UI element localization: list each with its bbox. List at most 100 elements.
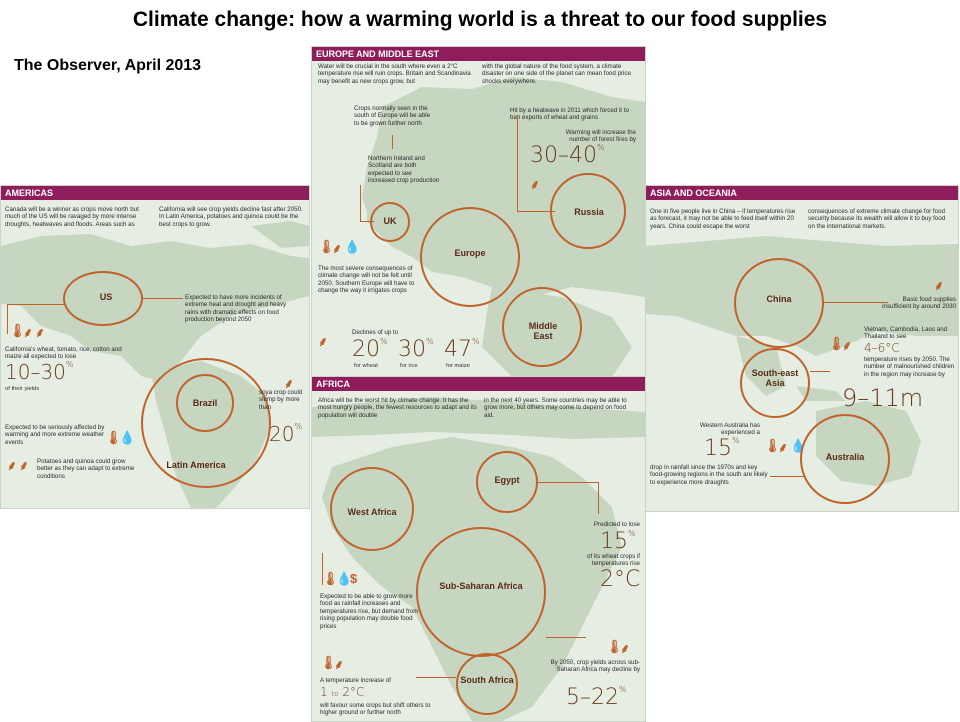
wheat-icon: ⸙ — [284, 376, 294, 391]
egypt-value: 15% — [600, 529, 636, 554]
rice-value: 30% — [398, 337, 434, 362]
se-asia-circle — [740, 348, 810, 418]
se-asia-label: South-east Asia — [751, 368, 799, 388]
ssa-value: 5–22% — [566, 685, 627, 710]
uk-circle — [370, 202, 410, 242]
water-drop-icon: 💧 — [344, 239, 361, 254]
uk-label: UK — [383, 216, 397, 226]
dollar-icon: $ — [350, 571, 358, 586]
africa-intro-right: in the next 40 years. Some countries may… — [484, 397, 627, 419]
wheat-icon: ⸙ — [332, 241, 342, 256]
crops-north-connector — [392, 135, 393, 149]
basic-food-note: Basic food supplies insufficient by arou… — [882, 296, 956, 311]
middle-east-circle — [502, 287, 582, 367]
california-note: California's wheat, tomato, rice, cotton… — [5, 346, 122, 361]
rain-value: 15% — [704, 436, 740, 461]
wheat-icon: ⸙ — [620, 641, 630, 656]
us-note: Expected to have more incidents of extre… — [185, 294, 287, 324]
temp-effect-note: will favour some crops but shift others … — [320, 702, 431, 717]
temp-increase-note: A temperature increase of — [320, 677, 391, 684]
south-africa-circle — [456, 653, 518, 715]
warming-note: Expected to be seriously affected by war… — [5, 424, 105, 446]
ni-scotland-note: Northern Ireland and Scotland are both e… — [368, 155, 440, 185]
west-africa-note: Expected to be able to grow more food as… — [320, 593, 419, 630]
wheat-label: for wheat — [354, 363, 378, 369]
yield-value: 10–30% — [5, 360, 74, 384]
wheat-value: 20% — [352, 337, 388, 362]
temp-value: 4–6°C — [864, 341, 900, 355]
latin-america-circle — [141, 358, 271, 488]
australia-connector — [770, 476, 804, 477]
crops-north-note: Crops normally seen in the south of Euro… — [354, 105, 431, 127]
egypt-connector-v — [598, 482, 599, 514]
asia-header: ASIA AND OCEANIA — [646, 186, 958, 200]
ssa-label: Sub-Saharan Africa — [439, 581, 523, 591]
wheat-icon: ⸙ — [842, 338, 852, 353]
page-title: Climate change: how a warming world is a… — [132, 8, 828, 31]
south-africa-connector — [416, 677, 456, 678]
us-circle — [63, 271, 143, 326]
europe-circle — [420, 207, 520, 307]
wheat-icon: ⸙ — [778, 440, 788, 455]
us-connector — [143, 298, 183, 299]
americas-header: AMERICAS — [1, 186, 309, 200]
wheat-icon: ⸙ — [934, 278, 944, 293]
ssa-circle — [416, 527, 546, 657]
thermometer-icon: 🌡 — [105, 430, 122, 445]
vietnam-note: Vietnam, Cambodia, Laos and Thailand to … — [864, 326, 948, 341]
yield-label: of their yields — [5, 386, 40, 392]
asia-intro-left: One in five people live in China – if te… — [650, 208, 796, 230]
water-drop-icon: 💧 — [336, 571, 353, 586]
children-value: 9–11m — [842, 384, 924, 412]
temp-label: temperature rises by 2050. The number of… — [864, 356, 955, 378]
thermometer-icon: 🌡 — [322, 571, 339, 586]
uk-connector — [360, 185, 361, 221]
rice-label: for rice — [400, 363, 418, 369]
wheat-icon: ⸙ — [19, 458, 29, 473]
south-africa-label: South Africa — [460, 675, 514, 685]
africa-header: AFRICA — [312, 377, 645, 391]
egypt-label-note: of its wheat crops if temperatures rise — [587, 553, 640, 568]
us-label: US — [99, 292, 113, 302]
australia-circle — [800, 414, 890, 504]
uk-connector-h — [360, 221, 374, 222]
se-asia-connector — [810, 371, 830, 372]
west-africa-circle — [330, 467, 414, 551]
egypt-circle — [476, 451, 538, 513]
heatwave-note: Hit by a heatwave in 2011 which forced i… — [510, 107, 629, 122]
water-drop-icon: 💧 — [119, 430, 136, 445]
africa-panel: AFRICA Africa will be the worst hit by c… — [311, 376, 646, 722]
maize-label: for maize — [446, 363, 470, 369]
forest-value: 30–40% — [530, 143, 605, 168]
russia-connector-v — [517, 115, 518, 211]
maize-value: 47% — [444, 337, 480, 362]
americas-panel: AMERICAS Canada will be a winner as crop… — [0, 185, 310, 509]
thermometer-icon: 🌡 — [318, 239, 335, 254]
potatoes-note: Potatoes and quinoa could grow better as… — [37, 458, 135, 480]
russia-circle — [550, 173, 626, 249]
wheat-icon: ⸙ — [318, 334, 328, 349]
rain-label: drop in rainfall since the 1970s and key… — [650, 464, 768, 486]
china-circle — [734, 258, 824, 348]
wheat-icon: ⸙ — [35, 325, 45, 340]
asia-panel: ASIA AND OCEANIA One in five people live… — [645, 185, 959, 512]
latin-america-label: Latin America — [166, 460, 226, 470]
west-africa-connector — [322, 553, 323, 585]
egypt-temp: 2°C — [600, 567, 641, 592]
thermometer-icon: 🌡 — [320, 655, 337, 670]
soya-value: 20% — [269, 422, 303, 446]
thermometer-icon: 🌡 — [9, 323, 26, 338]
western-aus-note: Western Australia has experienced a — [699, 422, 760, 437]
americas-intro-right: California will see crop yields decline … — [159, 206, 303, 228]
thermometer-icon: 🌡 — [828, 336, 845, 351]
thermometer-icon: 🌡 — [764, 438, 781, 453]
forest-fires-note: Warming will increase the number of fore… — [565, 129, 636, 144]
asia-intro-right: consequences of extreme climate change f… — [808, 208, 946, 230]
europe-header: EUROPE AND MIDDLE EAST — [312, 47, 645, 61]
brazil-label: Brazil — [192, 398, 218, 408]
egypt-lose-note: Predicted to lose — [593, 521, 640, 528]
declines-note: Declines of up to — [352, 329, 399, 336]
west-africa-label: West Africa — [347, 507, 397, 517]
europe-panel: EUROPE AND MIDDLE EAST Water will be cru… — [311, 46, 646, 378]
africa-intro-left: Africa will be the worst hit by climate … — [318, 397, 477, 419]
